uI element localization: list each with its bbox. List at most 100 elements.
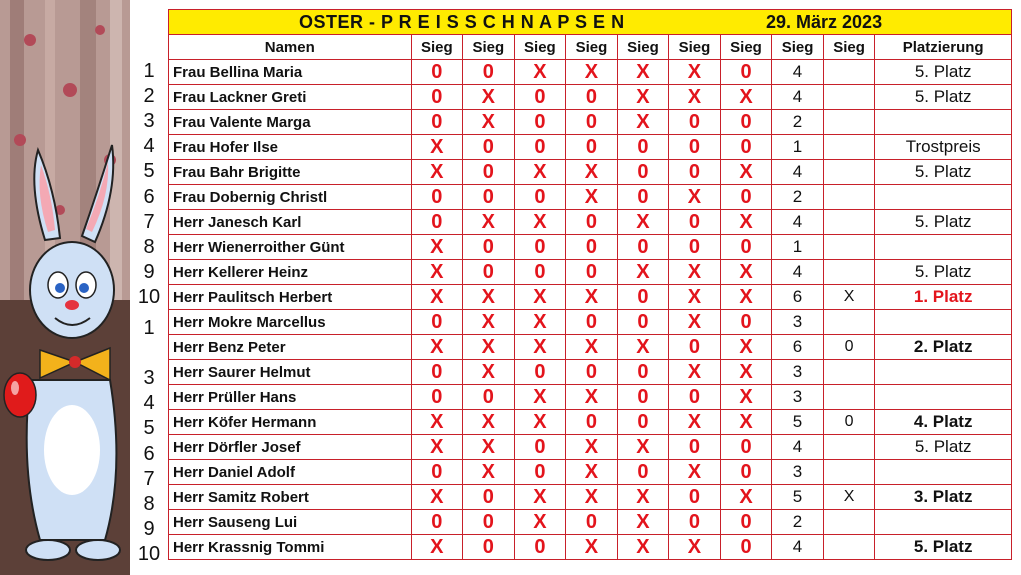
sieg-mark: 0	[616, 134, 670, 160]
sieg-mark: 0	[513, 84, 567, 110]
sieg-mark: X	[513, 209, 567, 235]
sieg-mark: X	[462, 409, 515, 435]
table-row: Frau Valente Marga 0 X 0 0 X 0 0 2	[168, 109, 1012, 135]
placement	[874, 309, 1012, 335]
row-number: 2	[143, 85, 155, 108]
sieg-mark: X	[513, 159, 567, 185]
sieg-mark: X	[410, 334, 464, 360]
sieg-mark: 0	[719, 434, 773, 460]
sieg-mark: X	[462, 84, 515, 110]
sieg-mark: 0	[565, 134, 618, 160]
table-row: Herr Prüller Hans 0 0 X X 0 0 X 3	[168, 384, 1012, 410]
table-row: Herr Mokre Marcellus 0 X X 0 0 X 0 3	[168, 309, 1012, 335]
sieg-mark: 0	[719, 309, 773, 335]
sieg-count: 4	[771, 534, 824, 560]
placement: 5. Platz	[874, 434, 1012, 460]
sieg-mark: X	[410, 134, 464, 160]
placement: Trostpreis	[874, 134, 1012, 160]
row-number: 8	[143, 492, 155, 515]
sieg-mark: 0	[410, 209, 464, 235]
sieg-mark: 0	[565, 259, 618, 285]
tiebreak-sieg	[822, 259, 876, 285]
sieg-mark: 0	[719, 59, 773, 85]
page-title: OSTER - P R E I S S C H N A P S E N	[299, 12, 625, 32]
sieg-mark: X	[513, 384, 567, 410]
player-name: Herr Wienerroither Günt	[168, 234, 412, 260]
table-row: Herr Daniel Adolf 0 X 0 X 0 X 0 3	[168, 459, 1012, 485]
sieg-mark: X	[616, 509, 670, 535]
player-name: Herr Benz Peter	[168, 334, 412, 360]
row-number: 8	[143, 235, 155, 258]
sieg-mark: X	[565, 534, 618, 560]
header-sieg: Sieg	[410, 34, 464, 60]
sieg-mark: 0	[513, 109, 567, 135]
sieg-mark: X	[565, 159, 618, 185]
table-row: Herr Janesch Karl 0 X X 0 X 0 X 4 5. Platz	[168, 209, 1012, 235]
sieg-mark: 0	[719, 234, 773, 260]
sieg-mark: X	[719, 284, 773, 310]
sieg-mark: 0	[462, 509, 515, 535]
event-date: 29. März 2023	[766, 12, 883, 32]
sieg-mark: 0	[719, 534, 773, 560]
sieg-mark: X	[719, 84, 773, 110]
player-name: Herr Prüller Hans	[168, 384, 412, 410]
sieg-mark: 0	[565, 109, 618, 135]
table-row: Herr Sauseng Lui 0 0 X 0 X 0 0 2	[168, 509, 1012, 535]
placement	[874, 184, 1012, 210]
sieg-mark: 0	[410, 509, 464, 535]
row-number: 5	[143, 160, 155, 183]
sieg-mark: X	[462, 434, 515, 460]
sieg-mark: 0	[513, 259, 567, 285]
sieg-mark: X	[513, 309, 567, 335]
sieg-count: 4	[771, 434, 824, 460]
sieg-mark: 0	[668, 509, 721, 535]
sieg-mark: X	[719, 334, 773, 360]
easter-bunny-photo	[0, 0, 130, 575]
placement	[874, 359, 1012, 385]
player-name: Herr Saurer Helmut	[168, 359, 412, 385]
sieg-mark: X	[668, 259, 721, 285]
row-number: 3	[143, 367, 155, 390]
tiebreak-sieg	[822, 59, 876, 85]
results-table: OSTER - P R E I S S C H N A P S E N 29. …	[168, 9, 1012, 560]
sieg-mark: X	[616, 484, 670, 510]
sieg-count: 6	[771, 334, 824, 360]
sieg-mark: X	[719, 484, 773, 510]
sieg-mark: 0	[668, 384, 721, 410]
sieg-mark: X	[462, 284, 515, 310]
sieg-mark: 0	[668, 484, 721, 510]
sieg-mark: X	[668, 309, 721, 335]
tiebreak-sieg	[822, 209, 876, 235]
row-number: 1	[143, 60, 155, 82]
header-platzierung: Platzierung	[874, 34, 1012, 60]
placement	[874, 234, 1012, 260]
sieg-mark: 0	[719, 109, 773, 135]
sieg-mark: 0	[462, 234, 515, 260]
sieg-mark: 0	[410, 359, 464, 385]
sieg-count: 2	[771, 184, 824, 210]
sieg-mark: 0	[668, 109, 721, 135]
sieg-mark: 0	[410, 459, 464, 485]
sieg-count: 3	[771, 384, 824, 410]
sieg-count: 1	[771, 134, 824, 160]
sieg-mark: X	[719, 359, 773, 385]
sieg-mark: X	[719, 159, 773, 185]
sieg-mark: 0	[410, 84, 464, 110]
sieg-mark: X	[565, 59, 618, 85]
row-number: 7	[143, 210, 155, 233]
sieg-mark: X	[410, 409, 464, 435]
sieg-mark: X	[616, 209, 670, 235]
table-row: Herr Samitz Robert X 0 X X X 0 X 5 X 3. Platz	[168, 484, 1012, 510]
sieg-count: 5	[771, 484, 824, 510]
sieg-mark: X	[668, 59, 721, 85]
sieg-mark: 0	[616, 284, 670, 310]
sieg-mark: X	[462, 359, 515, 385]
tiebreak-sieg: X	[822, 484, 876, 510]
player-name: Herr Kellerer Heinz	[168, 259, 412, 285]
sieg-mark: 0	[513, 534, 567, 560]
placement: 5. Platz	[874, 209, 1012, 235]
sieg-mark: X	[616, 334, 670, 360]
sieg-mark: 0	[616, 309, 670, 335]
sieg-mark: X	[410, 259, 464, 285]
sieg-mark: 0	[565, 409, 618, 435]
